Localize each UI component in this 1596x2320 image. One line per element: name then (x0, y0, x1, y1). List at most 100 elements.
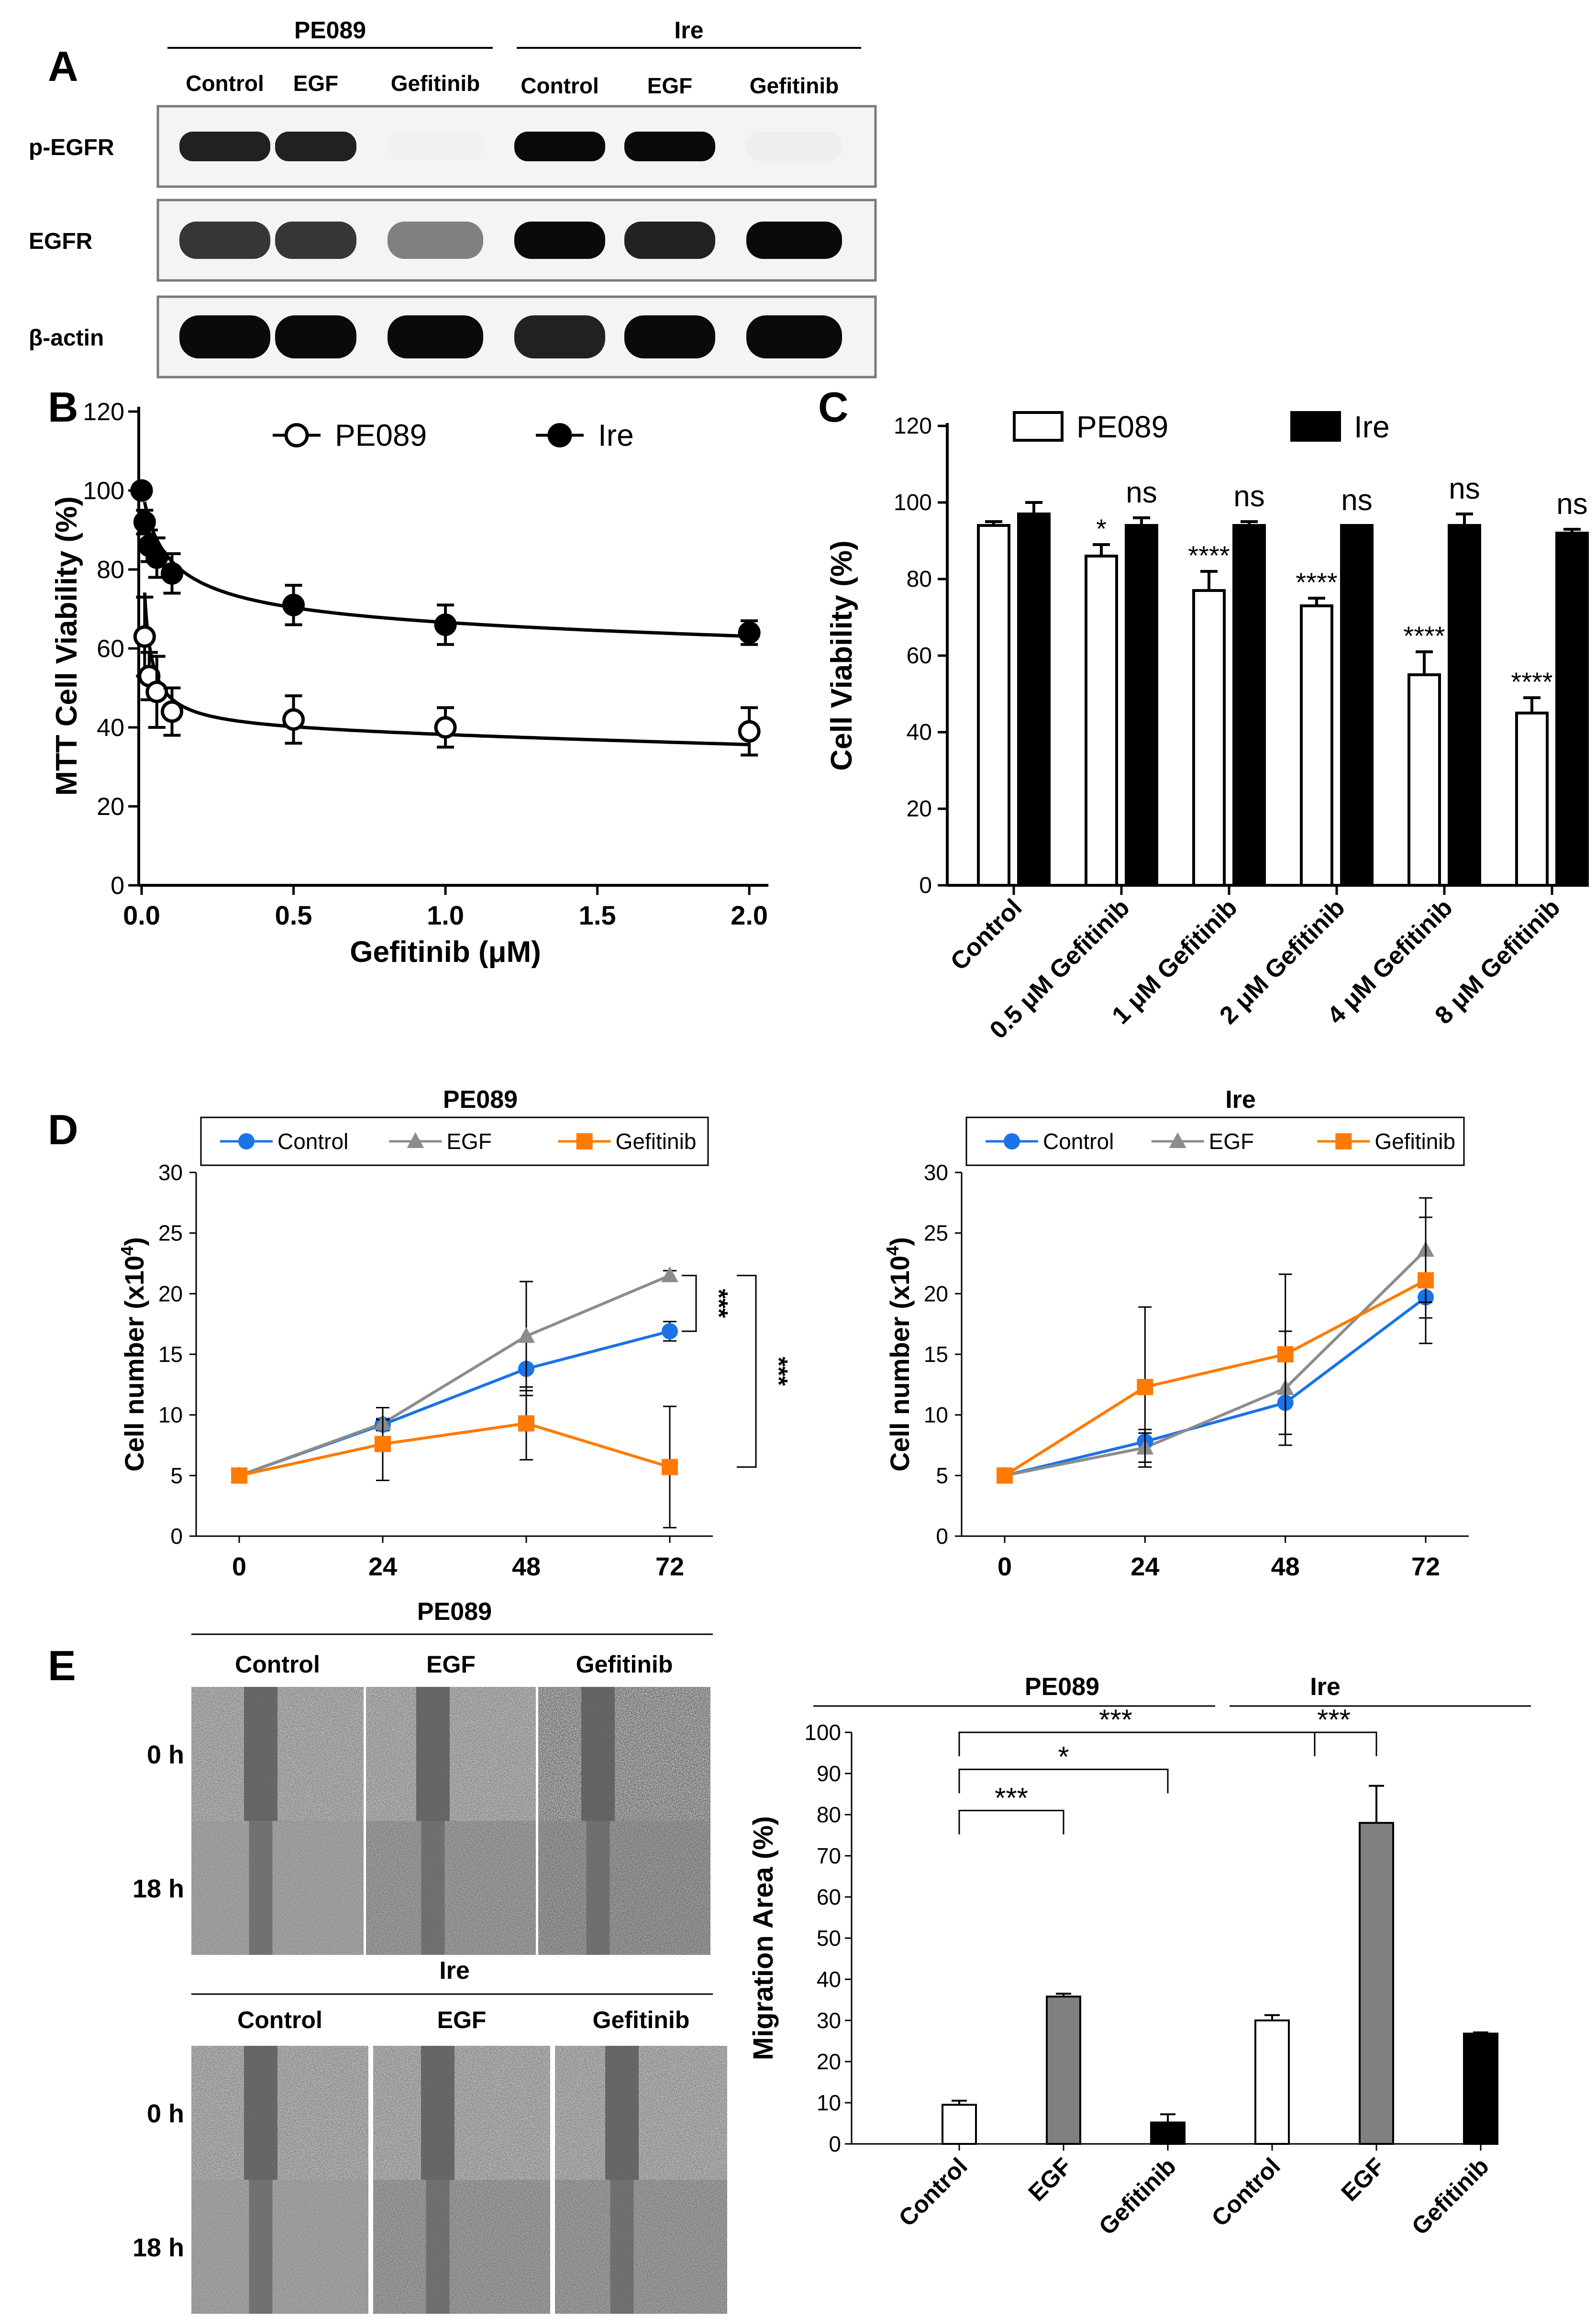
bar-pe089 (1515, 712, 1549, 887)
scratch-wound-gap (249, 2180, 273, 2314)
scratch-image-texture (191, 2180, 368, 2314)
blot-band (179, 132, 270, 161)
y-axis-label: Cell Viability (%) (825, 540, 858, 770)
y-tick-label: 30 (924, 1160, 948, 1185)
x-tick-label: Gefitinib (1094, 2153, 1181, 2240)
legend-marker-control (238, 1133, 255, 1149)
data-point-pe089 (434, 716, 457, 739)
blot-band (514, 315, 605, 358)
dose-response-chart: 0 20 40 60 80 100 120 0.0 0.5 1.0 1.5 2.0 Gefitinib … (50, 398, 769, 969)
data-point-control (662, 1323, 678, 1339)
y-tick-label: 100 (804, 1720, 841, 1745)
significance-label: ns (1126, 476, 1157, 509)
bar-ire (1340, 524, 1374, 887)
x-tick-label: 2.0 (731, 900, 768, 930)
scratch-wound-gap (416, 1687, 450, 1821)
y-tick-label: 50 (817, 1926, 841, 1951)
y-tick-label: 70 (817, 1843, 841, 1868)
growth-curve-ire: Ire 0 5 10 15 20 25 30 0 24 48 72 Cell number (x104)… (883, 1086, 1469, 1581)
x-tick-label: 48 (512, 1552, 541, 1581)
y-axis-label: MTT Cell Viability (%) (50, 496, 83, 796)
bar-pe089 (1300, 604, 1333, 887)
scratch-wound-gap (586, 1821, 610, 1955)
significance-label: **** (1403, 621, 1445, 651)
chart-title: PE089 (443, 1086, 518, 1114)
x-tick-label: Control (894, 2153, 973, 2231)
x-tick-label: 0.0 (123, 900, 160, 930)
scratch-wound-gap (249, 1821, 273, 1955)
scratch-wound-gap (421, 2046, 454, 2180)
growth-curve-pe089: PE089 0 5 10 15 20 25 30 0 24 48 72 Cell number (x10… (117, 1086, 792, 1581)
scratch-condition-label-egf: EGF (437, 2007, 487, 2033)
lane-label-gefitinib: Gefitinib (391, 71, 480, 96)
panel-letter-d: D (48, 1106, 78, 1153)
scratch-assay-images: PE089 Control EGF Gefitinib 0 h 18 h Ire Contro… (133, 1598, 727, 2314)
blot-band (624, 315, 715, 358)
y-tick-label: 60 (907, 643, 932, 669)
y-tick-label: 0 (936, 1524, 948, 1549)
scratch-cell-line-title: Ire (439, 1957, 470, 1985)
group-header-pe089: PE089 (1025, 1673, 1099, 1701)
y-tick-label: 10 (924, 1403, 948, 1428)
significance-bracket (958, 1809, 1064, 1835)
scratch-wound-gap (421, 1821, 445, 1955)
legend-marker-pe089 (284, 423, 309, 447)
scratch-wound-gap (426, 2180, 450, 2314)
x-tick-label: 0 (998, 1552, 1012, 1581)
migration-bar-control (1254, 2019, 1290, 2145)
series-line-control (238, 1329, 670, 1477)
significance-bracket (737, 1274, 757, 1468)
legend-label-gefitinib: Gefitinib (1374, 1129, 1455, 1154)
panel-letter-c: C (818, 383, 849, 431)
panel-letter-a: A (48, 43, 78, 90)
significance-label: **** (1511, 667, 1552, 697)
y-tick-label: 20 (907, 796, 932, 822)
migration-bar-chart: PE089 Ire 0 10 20 30 40 50 60 70 80 90 100 Migration … (748, 1673, 1531, 2240)
scratch-timepoint-label: 18 h (133, 1874, 184, 1903)
data-point-ire (282, 593, 305, 616)
significance-label: *** (995, 1782, 1028, 1814)
blot-band (275, 222, 356, 259)
y-axis-label: Cell number (x104) (883, 1237, 915, 1472)
scratch-image-texture (191, 2046, 368, 2180)
series-line-gefitinib (1004, 1279, 1427, 1477)
legend-label-egf: EGF (446, 1129, 492, 1154)
bar-ire (1125, 524, 1158, 887)
x-tick-label: 1.0 (427, 900, 464, 930)
migration-bar-gefitinib (1150, 2121, 1186, 2145)
y-tick-label: 30 (158, 1160, 183, 1185)
y-tick-label: 30 (817, 2008, 841, 2033)
y-tick-label: 20 (158, 1281, 183, 1306)
legend-label-gefitinib: Gefitinib (616, 1129, 697, 1154)
lane-label-gefitinib: Gefitinib (750, 73, 839, 98)
blot-band (746, 132, 842, 161)
x-tick-label: 48 (1271, 1552, 1300, 1581)
scratch-condition-label-gefitinib: Gefitinib (593, 2007, 690, 2033)
significance-label: * (1058, 1740, 1069, 1773)
lane-label-control: Control (521, 73, 599, 98)
legend-marker-gefitinib (1335, 1133, 1352, 1149)
y-tick-label: 20 (924, 1281, 948, 1306)
western-blot-panel: PE089 Ire Control EGF Gefitinib Control EGF Gef… (29, 17, 877, 379)
data-point-gefitinib (997, 1467, 1013, 1484)
bar-ire (1232, 524, 1266, 887)
blot-band (514, 222, 605, 259)
scratch-cell-line-title: PE089 (417, 1598, 492, 1626)
y-axis-label-main: Cell number (x10 (885, 1256, 915, 1472)
y-axis-label-end: ) (885, 1237, 915, 1246)
legend-marker-egf (407, 1132, 424, 1148)
scratch-image-texture (373, 2046, 550, 2180)
blot-band (746, 315, 842, 358)
migration-bar-egf (1359, 1822, 1394, 2145)
lane-label-control: Control (186, 71, 264, 96)
bar-pe089 (977, 524, 1010, 887)
scratch-image-texture (555, 2180, 727, 2314)
y-axis-label-sup: 4 (117, 1246, 137, 1256)
y-axis-label: Cell number (x104) (117, 1237, 149, 1472)
data-point-pe089 (145, 680, 168, 703)
lane-label-egf: EGF (293, 71, 339, 96)
bar-pe089 (1408, 673, 1441, 887)
legend-box (200, 1116, 709, 1166)
legend-label-ire: Ire (1354, 410, 1390, 444)
scratch-image-texture (373, 2180, 550, 2314)
